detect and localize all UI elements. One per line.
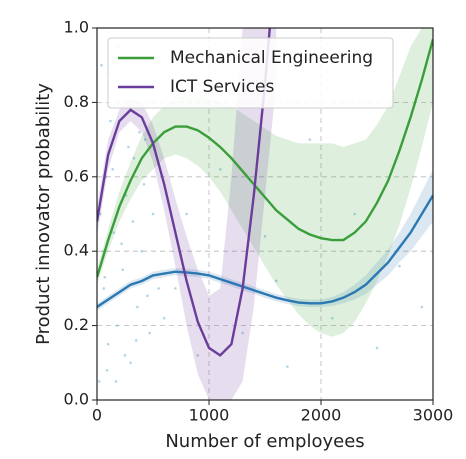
scatter-point	[143, 138, 147, 141]
y-tick-label: 0.2	[64, 315, 89, 334]
scatter-point	[142, 182, 146, 186]
scatter-point	[134, 339, 138, 342]
x-tick-label: 0	[92, 406, 102, 425]
scatter-point	[100, 63, 103, 67]
scatter-point	[140, 249, 144, 253]
line	[97, 194, 433, 308]
scatter-point	[146, 294, 149, 298]
scatter-point	[129, 361, 132, 365]
y-axis-label: Product innovator probability	[33, 83, 54, 345]
confidence-band	[97, 28, 277, 400]
scatter-point	[330, 316, 334, 320]
scatter-point	[148, 331, 151, 335]
scatter-point	[263, 235, 267, 238]
legend-box	[107, 37, 394, 109]
scatter-point	[106, 342, 110, 346]
x-tick-label: 1000	[189, 406, 230, 425]
scatter-point	[131, 220, 135, 223]
scatter-point	[102, 287, 106, 290]
scatter-point	[162, 316, 166, 320]
scatter-point	[420, 305, 424, 309]
legend-label: ICT Services	[170, 77, 275, 97]
scatter-point	[115, 324, 119, 327]
scatter-point	[112, 231, 116, 234]
y-tick-label: 1.0	[64, 18, 89, 37]
x-axis-label: Number of employees	[165, 431, 364, 452]
y-tick-label: 0.0	[64, 390, 89, 409]
scatter-point	[398, 264, 401, 268]
scatter-point	[136, 305, 139, 309]
scatter-point	[241, 331, 244, 335]
scatter-point	[132, 156, 136, 160]
scatter-point	[109, 119, 112, 123]
scatter-point	[138, 130, 141, 134]
scatter-point	[105, 368, 109, 372]
scatter-point	[120, 242, 123, 246]
scatter-point	[274, 279, 278, 283]
scatter-point	[97, 380, 101, 383]
scatter-point	[375, 346, 379, 350]
scatter-point	[185, 212, 188, 216]
scatter-point	[151, 212, 155, 216]
scatter-point	[196, 354, 200, 357]
y-tick-label: 0.6	[64, 166, 89, 185]
scatter-point	[286, 365, 289, 368]
y-tick-label: 0.4	[64, 241, 89, 260]
scatter-point	[353, 212, 356, 216]
scatter-point	[114, 380, 118, 383]
scatter-point	[99, 212, 102, 216]
scatter-point	[127, 145, 130, 149]
x-tick-label: 3000	[413, 406, 454, 425]
scatter-point	[123, 354, 127, 357]
line	[97, 28, 272, 357]
scatter-point	[218, 168, 222, 171]
y-tick-label: 0.8	[64, 92, 89, 111]
scatter-point	[308, 138, 312, 141]
scatter-point	[121, 268, 125, 272]
confidence-band	[97, 169, 433, 311]
legend-label: Mechanical Engineering	[170, 48, 373, 68]
scatter-point	[174, 287, 177, 290]
plot-frame	[96, 27, 434, 401]
x-tick-label: 2000	[301, 406, 342, 425]
scatter-point	[101, 249, 104, 253]
scatter-point	[103, 275, 107, 279]
scatter-point	[157, 287, 160, 290]
scatter-point	[111, 168, 114, 171]
